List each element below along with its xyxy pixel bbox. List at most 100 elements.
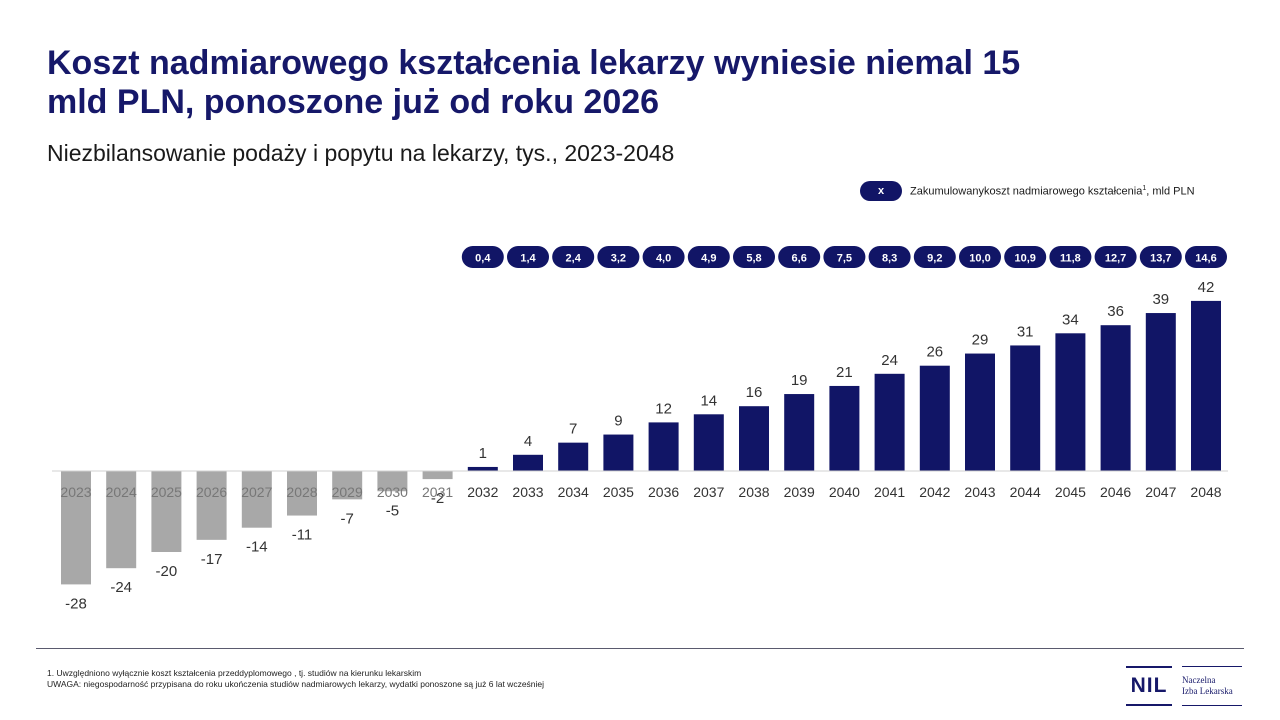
category-label-2044: 2044 bbox=[1010, 484, 1041, 500]
bar-2025 bbox=[151, 471, 182, 552]
value-label-2038: 16 bbox=[746, 384, 763, 401]
legend-text: Zakumulowanykoszt nadmiarowego kształcen… bbox=[910, 185, 1143, 198]
cost-pill-2041 bbox=[868, 246, 911, 268]
chart-subtitle: Niezbilansowanie podaży i popytu na leka… bbox=[47, 140, 675, 166]
value-label-2031: -2 bbox=[431, 490, 444, 507]
bar-2042 bbox=[919, 365, 950, 471]
value-label-2043: 29 bbox=[972, 332, 989, 349]
bar-2023 bbox=[61, 471, 91, 585]
category-label-2035: 2035 bbox=[603, 484, 634, 500]
bar-2044 bbox=[1010, 345, 1041, 471]
category-label-2046: 2046 bbox=[1100, 484, 1131, 500]
bar-2030 bbox=[377, 471, 408, 492]
bar-2047 bbox=[1145, 313, 1176, 471]
cost-label-2046: 12,7 bbox=[1105, 253, 1126, 265]
category-label-2040: 2040 bbox=[829, 484, 860, 500]
value-label-2036: 12 bbox=[655, 400, 672, 417]
value-label-2044: 31 bbox=[1017, 323, 1034, 340]
category-label-2027: 2027 bbox=[241, 484, 272, 500]
category-label-2030: 2030 bbox=[377, 484, 408, 500]
category-label-2037: 2037 bbox=[693, 484, 724, 500]
footnote-warning: UWAGA: niegospodarność przypisana do rok… bbox=[47, 679, 545, 689]
footnotes: 1. Uwzględniono wyłącznie koszt kształce… bbox=[47, 668, 544, 690]
value-label-2047: 39 bbox=[1152, 291, 1169, 308]
cost-label-2048: 14,6 bbox=[1195, 253, 1216, 265]
bar-2040 bbox=[829, 385, 860, 471]
cost-pill-2046 bbox=[1094, 246, 1137, 268]
labels-group: -282023-242024-202025-172026-142027-1120… bbox=[60, 279, 1221, 613]
value-label-2039: 19 bbox=[791, 372, 808, 389]
cost-label-2043: 10,0 bbox=[969, 253, 990, 265]
cost-label-2045: 11,8 bbox=[1060, 253, 1081, 265]
bar-2031 bbox=[422, 471, 453, 480]
page-title: Koszt nadmiarowego kształcenia lekarzy w… bbox=[47, 44, 1021, 121]
cost-pill-2038 bbox=[733, 246, 775, 268]
bar-2035 bbox=[603, 434, 634, 471]
value-label-2028: -11 bbox=[292, 527, 313, 544]
value-label-2037: 14 bbox=[700, 392, 717, 409]
bar-2024 bbox=[106, 471, 137, 569]
cost-pill-2033 bbox=[507, 246, 549, 268]
logo-line-1: Naczelna bbox=[1182, 675, 1216, 685]
value-label-2023: -28 bbox=[65, 595, 87, 612]
cost-pill-2032 bbox=[461, 246, 504, 268]
category-label-2034: 2034 bbox=[558, 484, 589, 500]
value-label-2032: 1 bbox=[479, 445, 487, 462]
bar-2032 bbox=[467, 466, 498, 471]
cost-label-2035: 3,2 bbox=[611, 253, 626, 265]
legend-unit: , mld PLN bbox=[1146, 185, 1195, 198]
bar-2046 bbox=[1100, 325, 1131, 471]
legend-marker: x bbox=[860, 181, 902, 201]
cost-label-2040: 7,5 bbox=[837, 253, 852, 265]
value-label-2027: -14 bbox=[246, 539, 268, 556]
cost-label-2038: 5,8 bbox=[746, 253, 761, 265]
footnote-1: 1. Uwzględniono wyłącznie koszt kształce… bbox=[47, 668, 422, 678]
category-label-2043: 2043 bbox=[964, 484, 995, 500]
cost-label-2036: 4,0 bbox=[656, 253, 671, 265]
bar-2048 bbox=[1191, 300, 1221, 471]
cost-pill-2044 bbox=[1004, 246, 1047, 268]
bars-group bbox=[61, 300, 1221, 585]
cost-pill-2047 bbox=[1139, 246, 1182, 268]
legend-label: Zakumulowanykoszt nadmiarowego kształcen… bbox=[910, 185, 1195, 198]
logo-line-2: Izba Lekarska bbox=[1182, 686, 1233, 696]
cost-label-2033: 1,4 bbox=[520, 253, 536, 265]
cost-pill-2043 bbox=[959, 246, 1001, 268]
category-label-2045: 2045 bbox=[1055, 484, 1086, 500]
cost-pill-2037 bbox=[687, 246, 730, 268]
value-label-2048: 42 bbox=[1198, 279, 1215, 296]
legend: x Zakumulowanykoszt nadmiarowego kształc… bbox=[860, 180, 1195, 202]
cost-pill-2042 bbox=[913, 246, 956, 268]
cost-pill-2048 bbox=[1185, 246, 1227, 268]
value-label-2033: 4 bbox=[524, 433, 532, 450]
category-label-2024: 2024 bbox=[106, 484, 137, 500]
legend-footnote-mark: 1 bbox=[1142, 184, 1147, 192]
value-label-2029: -7 bbox=[341, 510, 354, 527]
bar-2043 bbox=[965, 353, 995, 471]
cost-label-2044: 10,9 bbox=[1014, 253, 1035, 265]
footer-divider bbox=[36, 648, 1244, 649]
cost-pill-2035 bbox=[597, 246, 640, 268]
bar-2041 bbox=[874, 373, 905, 471]
category-label-2042: 2042 bbox=[919, 484, 950, 500]
bar-2036 bbox=[648, 422, 679, 471]
category-label-2038: 2038 bbox=[738, 484, 769, 500]
bar-2037 bbox=[693, 414, 724, 471]
category-label-2032: 2032 bbox=[467, 484, 498, 500]
cost-pill-2039 bbox=[778, 246, 821, 268]
bar-2027 bbox=[241, 471, 272, 528]
bar-2038 bbox=[739, 406, 769, 471]
category-label-2047: 2047 bbox=[1145, 484, 1176, 500]
cost-pill-2040 bbox=[823, 246, 866, 268]
category-label-2029: 2029 bbox=[332, 484, 363, 500]
value-label-2035: 9 bbox=[614, 413, 622, 430]
value-label-2045: 34 bbox=[1062, 311, 1079, 328]
bar-2033 bbox=[513, 454, 543, 471]
cost-label-2042: 9,2 bbox=[927, 253, 942, 265]
bar-2029 bbox=[332, 471, 363, 500]
value-label-2042: 26 bbox=[926, 344, 943, 361]
cost-label-2039: 6,6 bbox=[792, 253, 807, 265]
nil-logo: NIL Naczelna Izba Lekarska bbox=[1126, 666, 1242, 706]
category-label-2039: 2039 bbox=[784, 484, 815, 500]
cost-label-2032: 0,4 bbox=[475, 253, 491, 265]
